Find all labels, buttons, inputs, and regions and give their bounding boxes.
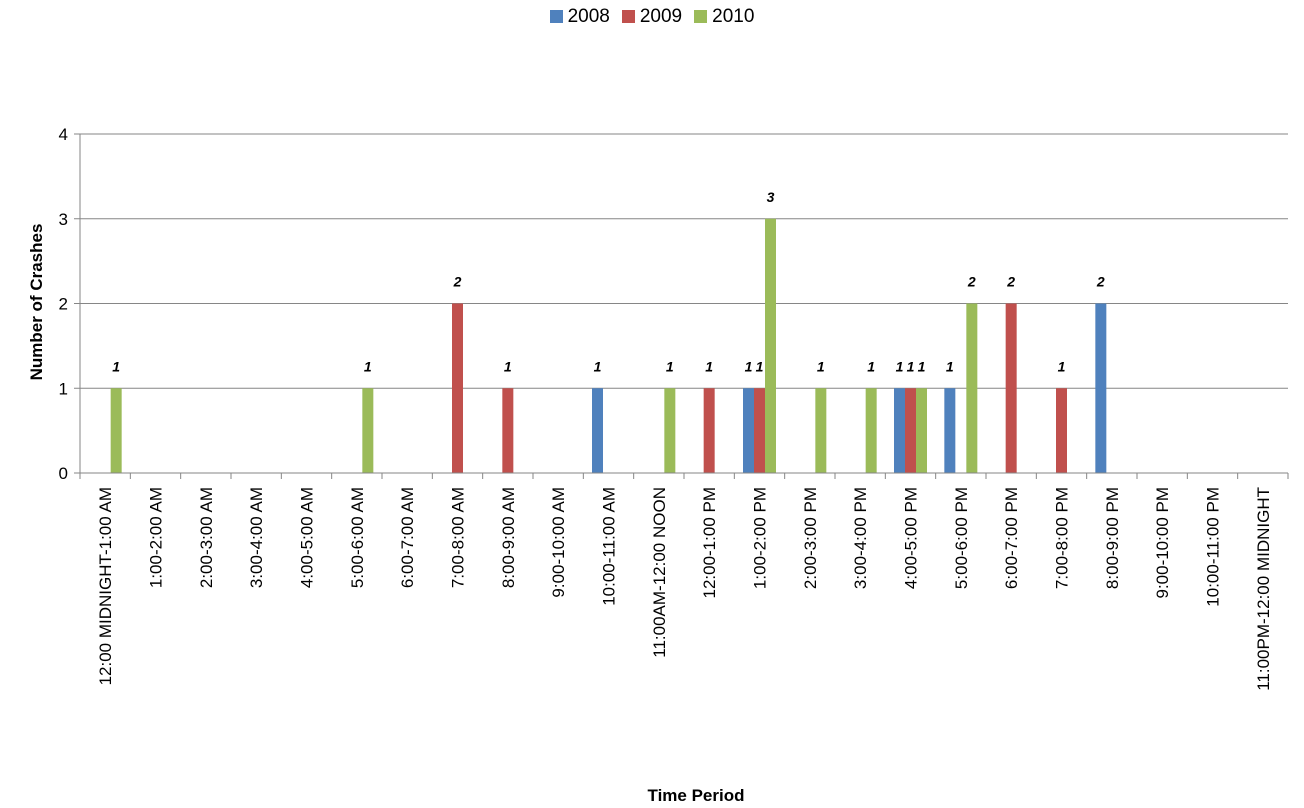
x-tick-label: 8:00-9:00 PM	[1103, 487, 1122, 589]
x-tick-label: 7:00-8:00 AM	[449, 487, 468, 588]
axes: 0 1 2 3 4 12:00 MIDNIGHT-1:00 AM 1:00-2:00 AM 2…	[59, 125, 1289, 691]
x-tick-label: 2:00-3:00 AM	[197, 487, 216, 588]
bar-2010-15	[865, 388, 877, 473]
x-tick-label: 2:00-3:00 PM	[801, 487, 820, 589]
y-axis-title: Number of Crashes	[27, 224, 46, 381]
data-label: 1	[946, 358, 954, 374]
bar-2010-0	[110, 388, 122, 473]
x-tick-label: 6:00-7:00 PM	[1002, 487, 1021, 589]
legend-label: 2008	[567, 6, 610, 27]
bar-2010-14	[815, 388, 827, 473]
data-label: 1	[594, 358, 602, 374]
x-tick-label: 4:00-5:00 AM	[298, 487, 317, 588]
bar-2008-20	[1095, 303, 1107, 473]
bars	[110, 218, 1107, 473]
data-label: 1	[918, 358, 926, 374]
bar-2010-5	[362, 388, 374, 473]
data-label: 1	[907, 358, 915, 374]
data-label: 1	[896, 358, 904, 374]
x-tick-label: 12:00 MIDNIGHT-1:00 AM	[96, 487, 115, 685]
legend-swatch	[694, 10, 708, 23]
data-label: 2	[1006, 274, 1015, 290]
x-tick-label: 4:00-5:00 PM	[902, 487, 921, 589]
x-tick-label: 8:00-9:00 AM	[499, 487, 518, 588]
data-label: 3	[767, 189, 775, 205]
bar-2009-16	[905, 388, 916, 473]
chart-legend: 2008 2009 2010	[0, 6, 1304, 28]
data-label: 1	[867, 358, 875, 374]
y-tick-label: 0	[59, 464, 68, 483]
bar-2010-17	[966, 303, 978, 473]
x-tick-label: 5:00-6:00 AM	[348, 487, 367, 588]
bar-2009-7	[452, 303, 463, 473]
bar-2010-16	[916, 388, 927, 473]
bar-2010-11	[664, 388, 676, 473]
data-label: 2	[1096, 274, 1105, 290]
y-tick-label: 2	[59, 295, 68, 314]
legend-item-2009: 2009	[621, 6, 683, 28]
bar-2008-17	[944, 388, 956, 473]
x-tick-label: 3:00-4:00 PM	[851, 487, 870, 589]
x-tick-label: 6:00-7:00 AM	[398, 487, 417, 588]
x-tick-label: 1:00-2:00 PM	[751, 487, 770, 589]
x-tick-label: 3:00-4:00 AM	[247, 487, 266, 588]
bar-2010-13	[765, 218, 776, 473]
legend-label: 2009	[639, 6, 683, 27]
y-tick-label: 4	[59, 125, 68, 144]
x-axis-title: Time Period	[648, 786, 745, 805]
data-label: 1	[745, 358, 753, 374]
x-tick-label: 12:00-1:00 PM	[700, 487, 719, 599]
data-label: 1	[756, 358, 764, 374]
bar-2008-16	[894, 388, 905, 473]
bar-2008-13	[743, 388, 754, 473]
x-tick-label: 7:00-8:00 PM	[1053, 487, 1072, 589]
legend-item-2008: 2008	[549, 6, 610, 28]
data-label: 1	[112, 358, 120, 374]
bar-2009-13	[754, 388, 765, 473]
data-label: 1	[705, 358, 713, 374]
bar-2009-12	[703, 388, 715, 473]
data-label: 2	[967, 274, 976, 290]
x-tick-label: 10:00-11:00 PM	[1204, 487, 1223, 607]
legend-swatch	[549, 10, 563, 23]
legend-item-2010: 2010	[694, 6, 754, 28]
gridlines	[80, 133, 1288, 389]
x-tick-label: 5:00-6:00 PM	[952, 487, 971, 589]
data-label: 1	[364, 358, 372, 374]
bar-2009-18	[1005, 303, 1017, 473]
y-tick-label: 1	[59, 379, 68, 398]
x-tick-label: 1:00-2:00 AM	[147, 487, 166, 588]
data-label: 2	[453, 274, 462, 290]
legend-swatch	[621, 10, 635, 23]
bar-2009-8	[502, 388, 514, 473]
bar-2008-10	[592, 388, 603, 473]
data-label: 1	[1058, 358, 1066, 374]
x-tick-label: 10:00-11:00 AM	[600, 487, 619, 606]
x-tick-label: 9:00-10:00 PM	[1153, 487, 1172, 599]
x-tick-label: 11:00AM-12:00 NOON	[650, 487, 669, 658]
x-tick-label: 9:00-10:00 AM	[549, 487, 568, 598]
data-label: 1	[666, 358, 674, 374]
bar-2009-19	[1056, 388, 1067, 473]
legend-label: 2010	[712, 6, 755, 27]
x-tick-label: 11:00PM-12:00 MIDNIGHT	[1254, 487, 1273, 691]
data-label: 1	[817, 358, 825, 374]
data-label: 1	[504, 358, 512, 374]
y-tick-label: 3	[59, 210, 68, 229]
